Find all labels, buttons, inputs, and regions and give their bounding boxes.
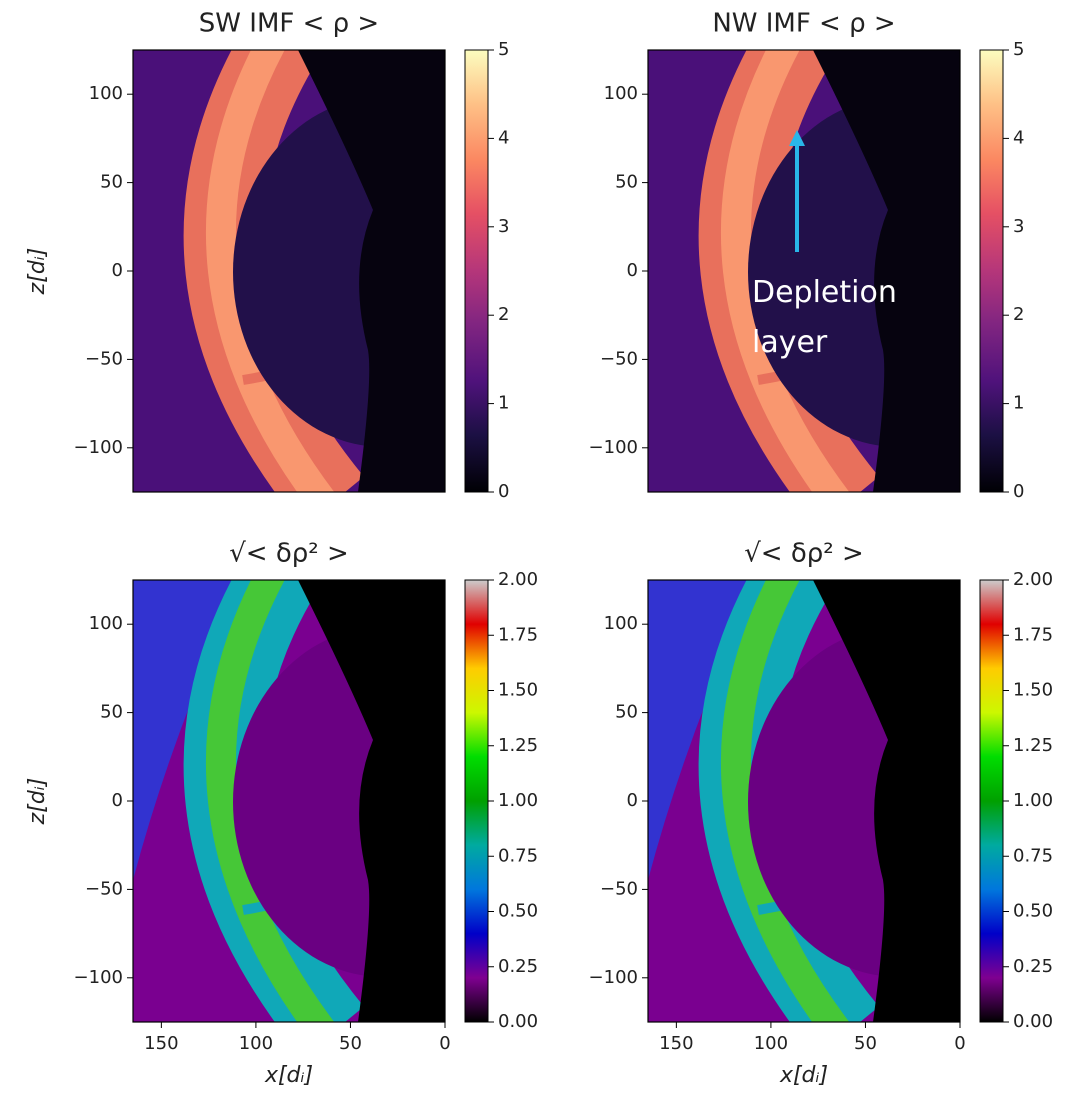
colorbar-tick-label: 0 xyxy=(1013,481,1024,502)
colorbar-tick-label: 1.75 xyxy=(1013,624,1053,645)
colorbar-tick-label: 0.00 xyxy=(1013,1011,1053,1032)
heatmap-band-core xyxy=(206,50,335,492)
y-axis-label: z[dᵢ] xyxy=(25,248,50,296)
y-tick-label: −50 xyxy=(85,348,123,369)
y-tick-label: −100 xyxy=(589,437,638,458)
colorbar-tick-label: 0.75 xyxy=(498,845,538,866)
colorbar-tick-label: 0.50 xyxy=(498,901,538,922)
colorbar-tick-label: 3 xyxy=(1013,216,1024,237)
colorbar-tick-label: 1.00 xyxy=(1013,790,1053,811)
y-tick-label: −50 xyxy=(600,878,638,899)
x-axis-label: x[dᵢ] xyxy=(779,1063,828,1088)
heatmap xyxy=(133,580,445,1022)
x-tick-label: 150 xyxy=(659,1033,693,1054)
y-tick-label: 50 xyxy=(615,172,638,193)
annotation-arrowhead xyxy=(789,130,805,146)
colorbar-tick-label: 5 xyxy=(1013,39,1024,60)
y-tick-label: −100 xyxy=(74,437,123,458)
heatmap xyxy=(648,50,960,492)
heatmap-dark-region xyxy=(298,50,445,492)
colorbar-tick-label: 0.25 xyxy=(1013,956,1053,977)
heatmap-dark-region xyxy=(813,50,960,492)
heatmap-image xyxy=(133,580,445,1022)
y-tick-label: 50 xyxy=(100,172,123,193)
x-axis-label: x[dᵢ] xyxy=(264,1063,313,1088)
x-tick-label: 0 xyxy=(954,1033,965,1054)
colorbar-tick-label: 0 xyxy=(498,481,509,502)
y-tick-label: 100 xyxy=(89,613,123,634)
panel-title: √< δρ² > xyxy=(744,539,864,569)
colorbar-tick-label: 4 xyxy=(498,127,509,148)
panel-title: SW IMF < ρ > xyxy=(199,9,379,39)
panel-title: √< δρ² > xyxy=(229,539,349,569)
colorbar-tick-label: 2.00 xyxy=(1013,569,1053,590)
colorbar-tick-label: 1.50 xyxy=(1013,680,1053,701)
heatmap-band-core xyxy=(206,580,335,1022)
x-tick-label: 50 xyxy=(854,1033,877,1054)
colorbar-tick-label: 2.00 xyxy=(498,569,538,590)
x-tick-label: 150 xyxy=(144,1033,178,1054)
x-tick-label: 0 xyxy=(439,1033,450,1054)
colorbar-tick-label: 4 xyxy=(1013,127,1024,148)
heatmap-image xyxy=(648,50,960,492)
colorbar-tick-label: 1 xyxy=(1013,393,1024,414)
y-axis-label: z[dᵢ] xyxy=(25,778,50,826)
heatmap-dark-region xyxy=(813,580,960,1022)
annotation: Depletion layer xyxy=(752,275,897,360)
heatmap-band-core xyxy=(721,580,850,1022)
colorbar-tick-label: 0.00 xyxy=(498,1011,538,1032)
y-tick-label: 100 xyxy=(604,83,638,104)
colorbar-tick-label: 1 xyxy=(498,393,509,414)
y-tick-label: 0 xyxy=(112,260,123,281)
colorbar-tick-label: 2 xyxy=(1013,304,1024,325)
x-tick-label: 50 xyxy=(339,1033,362,1054)
colorbar-tick-label: 1.75 xyxy=(498,624,538,645)
y-tick-label: 50 xyxy=(100,702,123,723)
heatmap-dark-region xyxy=(298,580,445,1022)
colorbar-tick-label: 5 xyxy=(498,39,509,60)
colorbar-tick-label: 0.25 xyxy=(498,956,538,977)
heatmap-region xyxy=(133,580,243,880)
heatmap-image xyxy=(133,50,445,492)
colorbar-tick-label: 1.25 xyxy=(1013,735,1053,756)
heatmap-image xyxy=(648,580,960,1022)
colorbar-tick-label: 0.50 xyxy=(1013,901,1053,922)
y-tick-label: −100 xyxy=(74,967,123,988)
x-tick-label: 100 xyxy=(754,1033,788,1054)
colorbar-tick-label: 1.00 xyxy=(498,790,538,811)
heatmap xyxy=(133,50,445,492)
heatmap xyxy=(648,580,960,1022)
y-tick-label: −100 xyxy=(589,967,638,988)
y-tick-label: 0 xyxy=(627,260,638,281)
y-tick-label: −50 xyxy=(600,348,638,369)
colorbar-tick-label: 3 xyxy=(498,216,509,237)
colorbar-tick-label: 2 xyxy=(498,304,509,325)
heatmap-band-core xyxy=(721,50,850,492)
colorbar xyxy=(979,579,1004,1023)
y-tick-label: 100 xyxy=(89,83,123,104)
heatmap-region xyxy=(648,580,758,880)
y-tick-label: 50 xyxy=(615,702,638,723)
x-tick-label: 100 xyxy=(239,1033,273,1054)
y-tick-label: −50 xyxy=(85,878,123,899)
y-tick-label: 100 xyxy=(604,613,638,634)
panel-title: NW IMF < ρ > xyxy=(712,9,895,39)
colorbar xyxy=(979,49,1004,493)
colorbar-tick-label: 1.25 xyxy=(498,735,538,756)
y-tick-label: 0 xyxy=(627,790,638,811)
colorbar-tick-label: 0.75 xyxy=(1013,845,1053,866)
y-tick-label: 0 xyxy=(112,790,123,811)
colorbar xyxy=(464,49,489,493)
colorbar xyxy=(464,579,489,1023)
colorbar-tick-label: 1.50 xyxy=(498,680,538,701)
